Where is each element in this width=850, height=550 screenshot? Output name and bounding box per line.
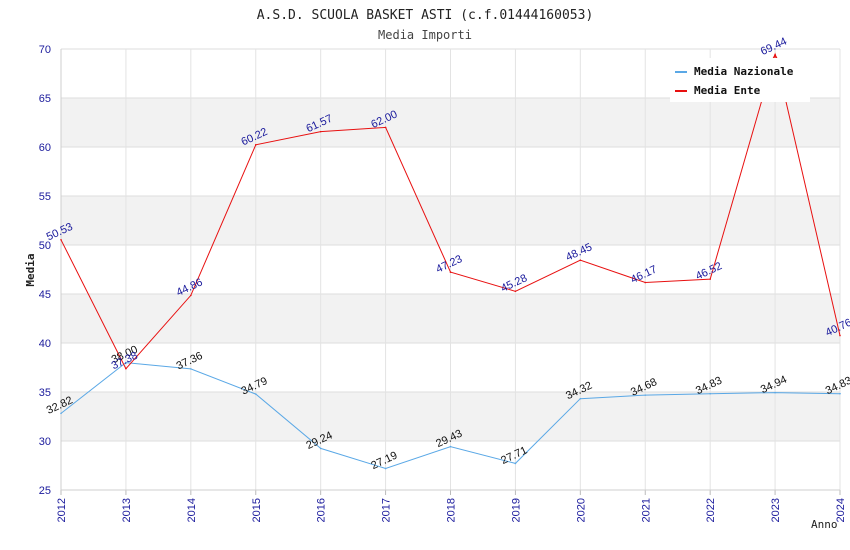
data-point <box>125 367 127 370</box>
data-point <box>319 130 322 133</box>
data-point <box>709 392 711 395</box>
data-point <box>449 271 452 273</box>
x-tick-label: 2012 <box>56 498 68 522</box>
data-point <box>125 361 127 364</box>
data-point <box>644 281 647 284</box>
y-tick-label: 65 <box>39 93 51 105</box>
legend-label: Media Ente <box>694 84 761 97</box>
y-tick-label: 30 <box>39 436 51 448</box>
data-label: 47.23 <box>434 253 464 276</box>
legend-label: Media Nazionale <box>694 65 794 78</box>
data-point <box>774 391 776 394</box>
data-point <box>839 334 841 337</box>
x-tick-label: 2021 <box>640 498 652 522</box>
x-tick-label: 2014 <box>186 498 198 522</box>
x-tick-label: 2022 <box>705 498 717 522</box>
data-point <box>514 290 517 293</box>
y-tick-label: 45 <box>39 289 51 301</box>
data-point <box>514 462 517 465</box>
data-point <box>60 239 62 241</box>
x-tick-label: 2019 <box>510 498 522 522</box>
y-tick-label: 70 <box>39 44 51 56</box>
data-point <box>449 445 452 448</box>
x-tick-label: 2018 <box>446 498 458 522</box>
data-point <box>319 447 322 450</box>
data-point <box>384 126 387 129</box>
data-point <box>60 412 62 415</box>
data-point <box>254 393 257 395</box>
y-tick-label: 35 <box>39 387 51 399</box>
data-point <box>579 397 582 400</box>
x-tick-label: 2020 <box>575 498 587 522</box>
data-point <box>839 392 841 395</box>
chart-subtitle: Media Importi <box>378 28 472 42</box>
data-point <box>709 278 711 280</box>
x-axis-label: Anno <box>811 518 838 531</box>
data-point <box>254 144 257 146</box>
y-tick-label: 40 <box>39 338 51 350</box>
data-label: 46.17 <box>629 264 659 287</box>
chart-title: A.S.D. SCUOLA BASKET ASTI (c.f.014441600… <box>257 8 594 23</box>
data-point <box>644 394 647 396</box>
data-label: 27.71 <box>499 444 529 467</box>
y-tick-labels: 25 30 35 40 45 50 55 60 65 70 <box>39 44 51 497</box>
x-tick-label: 2016 <box>316 498 328 522</box>
data-label: 27.19 <box>369 450 399 473</box>
data-label: 69.44 <box>759 36 789 59</box>
x-tick-label: 2023 <box>770 498 782 522</box>
x-tick-label: 2013 <box>121 498 133 522</box>
data-point <box>579 259 582 261</box>
x-tick-label: 2017 <box>381 498 393 522</box>
data-point <box>384 467 387 470</box>
data-point <box>190 294 192 297</box>
x-tick-label: 2024 <box>835 498 847 522</box>
x-tick-label: 2015 <box>251 498 263 522</box>
y-tick-label: 25 <box>39 485 51 497</box>
y-tick-label: 50 <box>39 240 51 252</box>
y-tick-label: 60 <box>39 142 51 154</box>
y-axis-label: Media <box>24 253 37 286</box>
x-tick-labels: 2012 2013 2014 2015 2016 2017 2018 2019 2020 2021… <box>56 498 847 522</box>
legend-box <box>670 58 810 102</box>
y-tick-label: 55 <box>39 191 51 203</box>
series-lines <box>60 52 841 470</box>
data-point <box>190 368 192 370</box>
legend: Media Nazionale Media Ente <box>670 58 810 102</box>
